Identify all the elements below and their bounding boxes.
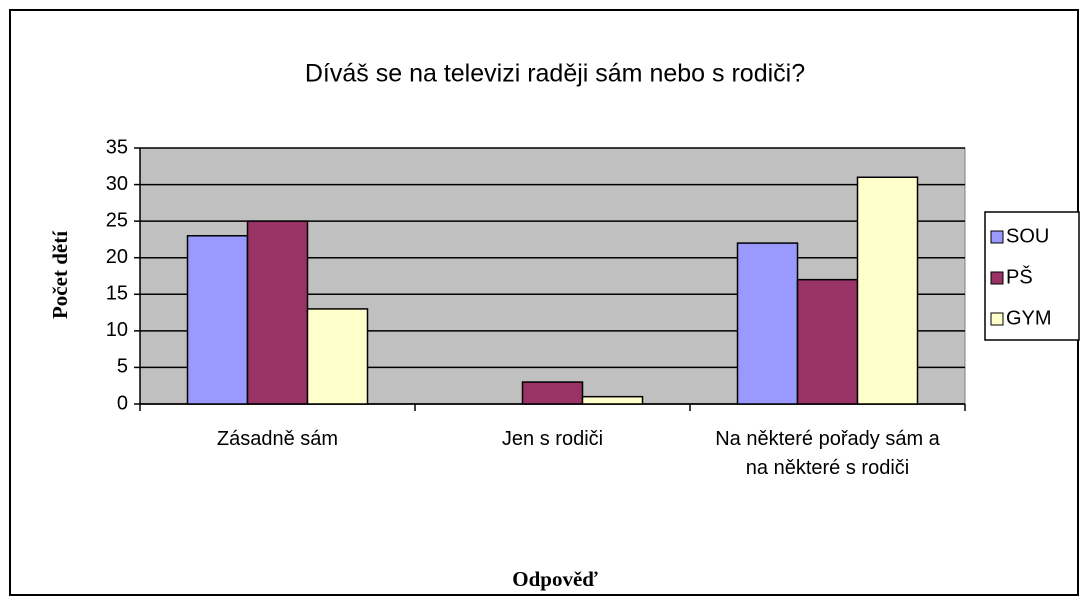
y-tick-label: 30 (106, 173, 128, 195)
y-tick-label: 20 (106, 246, 128, 268)
legend-label: SOU (1006, 225, 1049, 247)
x-tick-label: Jen s rodiči (501, 428, 604, 450)
bar (246, 220, 309, 405)
y-tick-label: 10 (106, 319, 128, 341)
x-tick-label: Na některé pořady sám a na některé s rod… (715, 428, 940, 479)
x-tick-label: Zásadně sám (216, 428, 339, 450)
legend-label: PŠ (1006, 265, 1033, 288)
bar (521, 381, 584, 405)
bar (736, 242, 799, 405)
chart-title: Díváš se na televizi raději sám nebo s r… (305, 60, 805, 88)
bar (796, 278, 859, 405)
x-axis-title: Odpověď (512, 567, 598, 591)
legend-label: GYM (1006, 307, 1052, 329)
y-tick-label: 0 (117, 392, 128, 414)
legend-swatch (990, 312, 1004, 326)
y-tick-label: 25 (106, 209, 128, 231)
legend-swatch (990, 271, 1004, 285)
legend-swatch (990, 230, 1004, 244)
bar (186, 235, 249, 405)
bar (856, 176, 919, 405)
y-tick-label: 35 (106, 136, 128, 158)
y-tick-label: 5 (117, 356, 128, 378)
y-axis-title: Počet dětí (48, 230, 72, 319)
bar (581, 395, 644, 405)
bar (306, 308, 369, 405)
y-tick-label: 15 (106, 283, 128, 305)
